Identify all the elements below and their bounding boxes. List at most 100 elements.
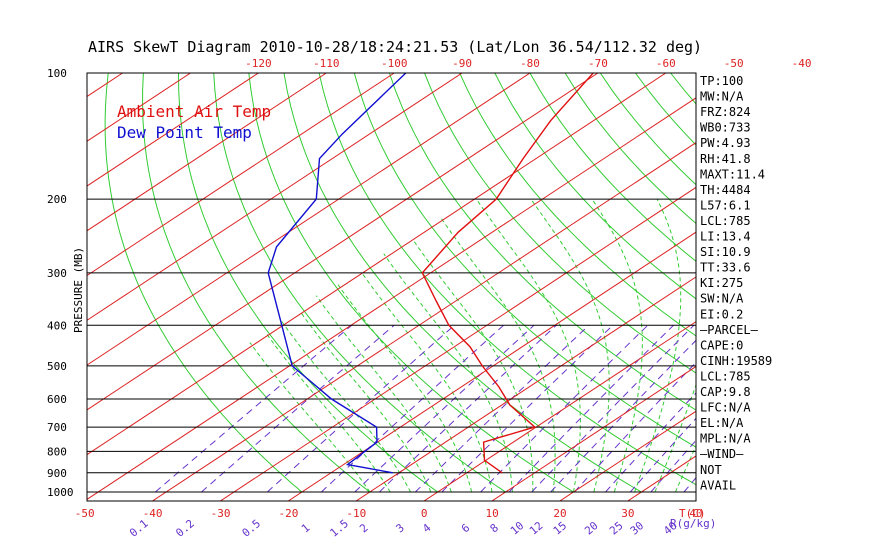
- moist-adiabat: [266, 333, 391, 493]
- stability-index-label: FRZ:824: [700, 105, 751, 119]
- plot-frame: [86, 72, 697, 502]
- mixing-ratio-unit-label: R(g/kg): [670, 517, 716, 530]
- isotherm: [87, 73, 123, 98]
- dry-adiabat: [424, 73, 696, 374]
- pressure-tick-label: 700: [47, 421, 67, 434]
- mixing-ratio-label: 20: [582, 519, 601, 537]
- isotherm: [87, 73, 463, 321]
- moist-adiabat: [475, 198, 581, 493]
- moist-adiabat: [315, 295, 452, 493]
- moist-adiabat: [439, 216, 556, 493]
- dry-adiabat: [846, 73, 870, 492]
- stability-index-label: LCL:785: [700, 369, 751, 383]
- mixing-ratio-label: 3: [393, 521, 406, 535]
- pressure-tick-label: 200: [47, 193, 67, 206]
- stability-index-label: —PARCEL—: [700, 323, 759, 337]
- moist-adiabat: [634, 198, 682, 493]
- mixing-ratio-label: 0.1: [127, 517, 151, 540]
- isotherm: [220, 186, 696, 501]
- stability-index-label: EI:0.2: [700, 307, 743, 321]
- stability-index-label: EL:N/A: [700, 416, 744, 430]
- stability-index-label: SW:N/A: [700, 292, 744, 306]
- isotherm: [87, 73, 531, 366]
- dry-adiabat: [459, 73, 696, 337]
- stability-index-label: PW:4.93: [700, 136, 751, 150]
- mixing-ratio-label: 25: [607, 519, 626, 537]
- pressure-tick-label: 600: [47, 393, 67, 406]
- bottom-temp-tick-label: 10: [486, 507, 499, 520]
- dry-adiabat: [388, 73, 696, 411]
- moist-adiabat: [280, 320, 411, 493]
- bottom-temp-tick-label: -20: [278, 507, 298, 520]
- mixing-ratio-line: [201, 324, 395, 493]
- top-temp-tick-label: -100: [381, 57, 408, 70]
- dry-adiabat: [142, 73, 371, 493]
- top-temp-tick-label: -120: [245, 57, 272, 70]
- stability-index-label: CINH:19589: [700, 354, 772, 368]
- dew-point-temp-line: [267, 73, 407, 474]
- dry-adiabat: [529, 73, 696, 262]
- mixing-ratio-line: [379, 324, 557, 493]
- pressure-tick-label: 900: [47, 467, 67, 480]
- stability-index-label: LFC:N/A: [700, 401, 751, 415]
- isotherm: [491, 365, 696, 501]
- isotherm: [356, 276, 696, 501]
- stability-index-label: CAPE:0: [700, 338, 743, 352]
- mixing-ratio-line: [415, 324, 590, 493]
- isotherm: [87, 97, 696, 500]
- mixing-ratio-label: 8: [488, 521, 501, 535]
- isotherm: [0, 73, 55, 501]
- pressure-tick-label: 800: [47, 445, 67, 458]
- dry-adiabat: [353, 73, 696, 448]
- stability-index-label: TH:4484: [700, 183, 751, 197]
- isotherm: [423, 321, 696, 501]
- top-temp-tick-label: -60: [656, 57, 676, 70]
- legend-entry: Ambient Air Temp: [117, 102, 271, 121]
- top-temp-tick-label: -70: [588, 57, 608, 70]
- dry-adiabat: [178, 73, 438, 493]
- bottom-temp-tick-label: -50: [75, 507, 95, 520]
- stability-index-label: TT:33.6: [700, 261, 751, 275]
- y-axis-label: PRESSURE (MB): [72, 247, 85, 333]
- stability-index-label: KI:275: [700, 276, 743, 290]
- moist-adiabat: [299, 310, 432, 493]
- stability-index-label: SI:10.9: [700, 245, 751, 259]
- dry-adiabat: [248, 73, 574, 493]
- bottom-temp-tick-label: -40: [143, 507, 163, 520]
- mixing-ratio-label: 0.5: [240, 517, 264, 540]
- stability-index-label: MPL:N/A: [700, 432, 751, 446]
- stability-index-label: MAXT:11.4: [700, 167, 765, 181]
- chart-title: AIRS SkewT Diagram 2010-10-28/18:24:21.5…: [88, 38, 702, 56]
- dry-adiabat: [741, 73, 870, 492]
- moist-adiabat: [249, 342, 371, 493]
- bottom-temp-tick-label: 0: [421, 507, 428, 520]
- isotherm: [87, 73, 599, 411]
- pressure-tick-label: 500: [47, 360, 67, 373]
- stability-index-label: AVAIL: [700, 478, 736, 492]
- top-temp-tick-label: -80: [520, 57, 540, 70]
- top-temp-tick-label: -90: [452, 57, 472, 70]
- top-temp-tick-label: -110: [313, 57, 340, 70]
- dry-adiabat: [283, 73, 642, 493]
- stability-index-label: WB0:733: [700, 121, 751, 135]
- mixing-ratio-line: [531, 324, 695, 493]
- mixing-ratio-label: 15: [551, 519, 570, 537]
- top-temp-tick-label: -50: [724, 57, 744, 70]
- stability-index-label: NOT: [700, 463, 722, 477]
- pressure-tick-label: 1000: [47, 486, 74, 499]
- mixing-ratio-line: [155, 324, 353, 493]
- isotherm: [559, 410, 696, 501]
- dry-adiabat: [811, 73, 870, 492]
- dry-adiabat: [776, 73, 870, 492]
- isotherm: [87, 73, 667, 456]
- bottom-temp-tick-label: -30: [211, 507, 231, 520]
- stability-index-label: CAP:9.8: [700, 385, 751, 399]
- bottom-temp-tick-label: 20: [553, 507, 566, 520]
- pressure-tick-label: 400: [47, 319, 67, 332]
- moist-adiabat: [412, 239, 534, 492]
- dry-adiabat: [494, 73, 696, 300]
- mixing-ratio-label: 4: [420, 521, 434, 535]
- mixing-ratio-label: 0.2: [173, 517, 197, 540]
- mixing-ratio-label: 1.5: [327, 517, 351, 540]
